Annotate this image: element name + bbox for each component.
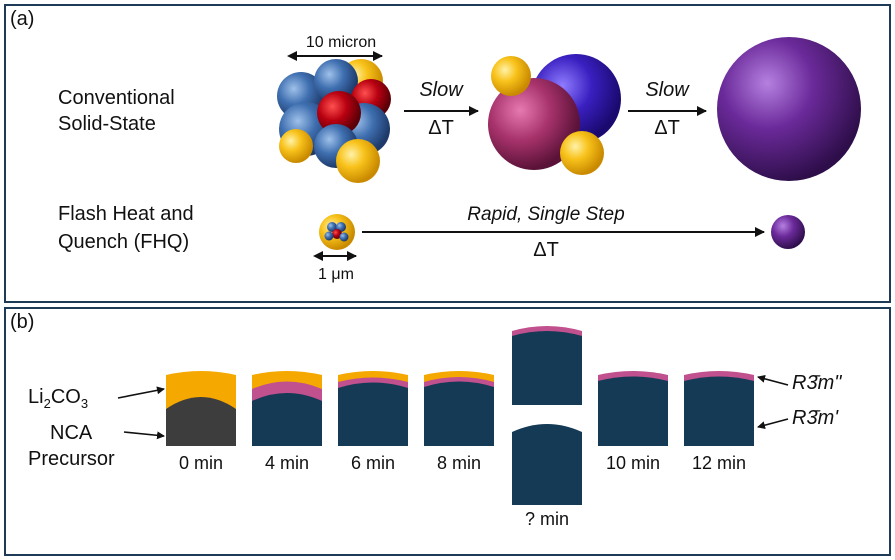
time-label-0: 0 min	[178, 453, 223, 473]
phase-top-pointer	[757, 374, 789, 386]
final-particle	[717, 37, 861, 181]
block-6-min	[338, 371, 408, 446]
phase-top-label: R3̄m"	[792, 372, 842, 394]
panel-a-graphics	[277, 37, 861, 261]
fhq-final-particle	[771, 215, 805, 249]
arrow2-top-label: Slow	[645, 79, 689, 101]
panel-b-label: (b)	[10, 311, 35, 333]
phase-bottom-pointer	[757, 418, 789, 430]
block-q-min-bottom	[512, 424, 582, 505]
nca-label-line1: NCA	[50, 422, 93, 444]
arrow1-bottom-label: ΔT	[428, 117, 454, 139]
arrow3-top-label: Rapid, Single Step	[467, 204, 625, 225]
fhq-small-particle	[319, 214, 355, 250]
row1-label-line1: Conventional	[58, 87, 175, 109]
block-12-min	[684, 371, 754, 446]
block-10-min	[598, 371, 668, 446]
precursor-cluster	[277, 59, 391, 183]
panel-b-graphics	[117, 326, 789, 505]
arrow2-bottom-label: ΔT	[654, 117, 680, 139]
nca-label-line2: Precursor	[28, 448, 115, 470]
phase-bottom-label: R3̄m'	[792, 407, 839, 429]
panel-b: (b)	[4, 307, 891, 556]
row1-label-line2: Solid-State	[58, 113, 156, 135]
block-4-min	[252, 371, 322, 446]
row2-label-line1: Flash Heat and	[58, 203, 194, 225]
li2co3-label: Li2CO3	[28, 386, 89, 411]
scale-bottom-label: 1 μm	[318, 266, 354, 283]
time-label-q: ? min	[524, 509, 569, 529]
row2-label-line2: Quench (FHQ)	[58, 231, 190, 253]
panel-a: (a)	[4, 4, 891, 303]
block-0-min	[166, 371, 236, 446]
time-label-6: 6 min	[350, 453, 395, 473]
intermediate-particles	[488, 54, 621, 175]
panel-a-label: (a)	[10, 8, 35, 30]
time-label-10: 10 min	[605, 453, 661, 473]
scale-top-label: 10 micron	[305, 34, 377, 51]
nca-pointer	[123, 431, 165, 440]
arrow1-top-label: Slow	[419, 79, 463, 101]
li2co3-pointer	[117, 386, 165, 399]
time-label-12: 12 min	[691, 453, 747, 473]
block-8-min	[424, 371, 494, 446]
time-label-4: 4 min	[264, 453, 309, 473]
arrow3-bottom-label: ΔT	[533, 239, 559, 261]
time-label-8: 8 min	[436, 453, 481, 473]
block-q-min-top	[512, 326, 582, 405]
